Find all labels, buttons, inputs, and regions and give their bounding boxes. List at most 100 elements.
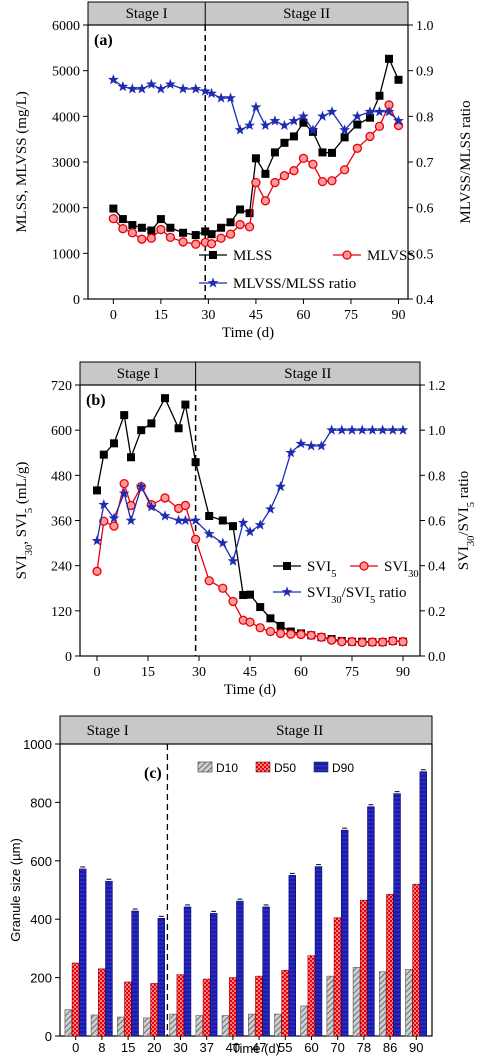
data-point <box>305 440 317 451</box>
data-point <box>326 106 338 117</box>
bar-d50 <box>229 977 237 1037</box>
y2-tick-label: 0.4 <box>428 560 446 575</box>
bar-d50 <box>412 883 420 1037</box>
stage-label: Stage I <box>117 366 159 382</box>
stage-label: Stage II <box>283 6 330 22</box>
data-point <box>307 124 319 135</box>
data-point <box>387 424 399 435</box>
bar-d10 <box>300 1005 308 1037</box>
data-point <box>156 215 165 224</box>
bar-d50 <box>71 962 80 1037</box>
data-point <box>289 132 298 141</box>
data-point <box>191 231 200 240</box>
data-point <box>260 119 271 131</box>
data-point <box>279 119 290 131</box>
y-tick-label: 720 <box>51 379 72 394</box>
data-point <box>340 133 349 142</box>
data-point <box>289 166 299 176</box>
data-point <box>356 424 368 435</box>
series-line-2 <box>96 429 403 563</box>
bar-d90 <box>288 875 296 1037</box>
bar-d10 <box>274 1013 282 1037</box>
data-point <box>225 229 236 239</box>
data-point <box>364 106 376 117</box>
panel-label: (a) <box>94 32 113 49</box>
chart-panel-c: Stage I Stage II 0 200 400 600 800 1000 0 8 15 20 30… <box>8 715 433 1056</box>
data-point <box>128 221 137 230</box>
data-point <box>126 83 138 94</box>
data-point <box>227 555 239 566</box>
bar-d50 <box>333 917 342 1037</box>
x-tick-label: 8 <box>98 1040 105 1055</box>
data-point <box>367 424 378 435</box>
x-tick-label: 30 <box>201 308 215 323</box>
x-tick-label: 90 <box>396 665 410 680</box>
y-tick-label: 5000 <box>52 65 80 80</box>
data-point <box>384 54 393 63</box>
legend-label: MLVSS <box>367 248 416 264</box>
data-point <box>397 424 409 435</box>
data-point <box>217 223 226 232</box>
data-point <box>275 628 286 639</box>
x-tick-label: 60 <box>294 665 308 680</box>
x-tick-label: 40 <box>226 1040 240 1055</box>
data-point <box>250 101 262 112</box>
data-point <box>206 87 217 99</box>
y-tick-label: 6000 <box>52 19 80 34</box>
data-point <box>109 204 118 213</box>
x-tick-label: 30 <box>173 1040 187 1055</box>
data-point <box>216 233 226 243</box>
bar-d10 <box>90 1014 99 1037</box>
bar-d10 <box>405 969 413 1037</box>
data-point <box>375 91 384 100</box>
chart-panel-a: Stage I Stage II 0 15 30 45 60 75 90 0 1000 2000 300… <box>14 1 474 341</box>
data-point <box>120 411 129 420</box>
y-tick-label: 1000 <box>52 247 80 262</box>
data-point <box>107 74 119 85</box>
data-point <box>326 635 337 645</box>
data-point <box>327 176 337 186</box>
bar-d10 <box>378 971 387 1037</box>
x-axis-label: Time (d) <box>222 325 274 341</box>
data-point <box>204 576 214 586</box>
x-tick-label: 15 <box>154 308 168 323</box>
data-point <box>181 400 190 409</box>
data-point <box>118 224 128 234</box>
data-point <box>245 617 255 627</box>
data-point <box>276 621 285 630</box>
x-tick-label: 45 <box>249 308 263 323</box>
data-point <box>336 424 348 435</box>
bar-d10 <box>143 1017 151 1037</box>
data-point <box>110 439 118 448</box>
plot-frame <box>59 743 433 1037</box>
stage-header <box>59 715 433 745</box>
legend-label: MLVSS/MLSS ratio <box>233 276 356 292</box>
legend-swatch <box>197 761 213 773</box>
data-point <box>99 450 108 459</box>
x-tick-label: 37 <box>199 1040 213 1055</box>
data-point <box>117 80 129 92</box>
x-axis-label: Time (d) <box>232 1041 280 1056</box>
data-point <box>201 227 210 236</box>
data-point <box>246 590 254 599</box>
data-point <box>377 424 388 435</box>
y2-tick-label: 1.0 <box>428 424 446 439</box>
data-point <box>374 121 385 132</box>
data-point <box>317 176 328 187</box>
data-point <box>203 528 215 539</box>
bar-d50 <box>386 894 394 1037</box>
data-point <box>119 478 129 489</box>
data-point <box>180 514 191 526</box>
bar-d90 <box>157 918 166 1037</box>
data-point <box>266 614 275 623</box>
data-point <box>218 516 227 525</box>
stage-label: Stage II <box>284 366 331 382</box>
data-point <box>353 120 362 129</box>
data-point <box>156 224 166 235</box>
data-point <box>255 623 265 633</box>
data-point <box>245 209 254 218</box>
data-point <box>251 154 260 163</box>
data-point <box>244 222 255 232</box>
data-point <box>215 92 227 103</box>
bar-d50 <box>255 975 263 1037</box>
